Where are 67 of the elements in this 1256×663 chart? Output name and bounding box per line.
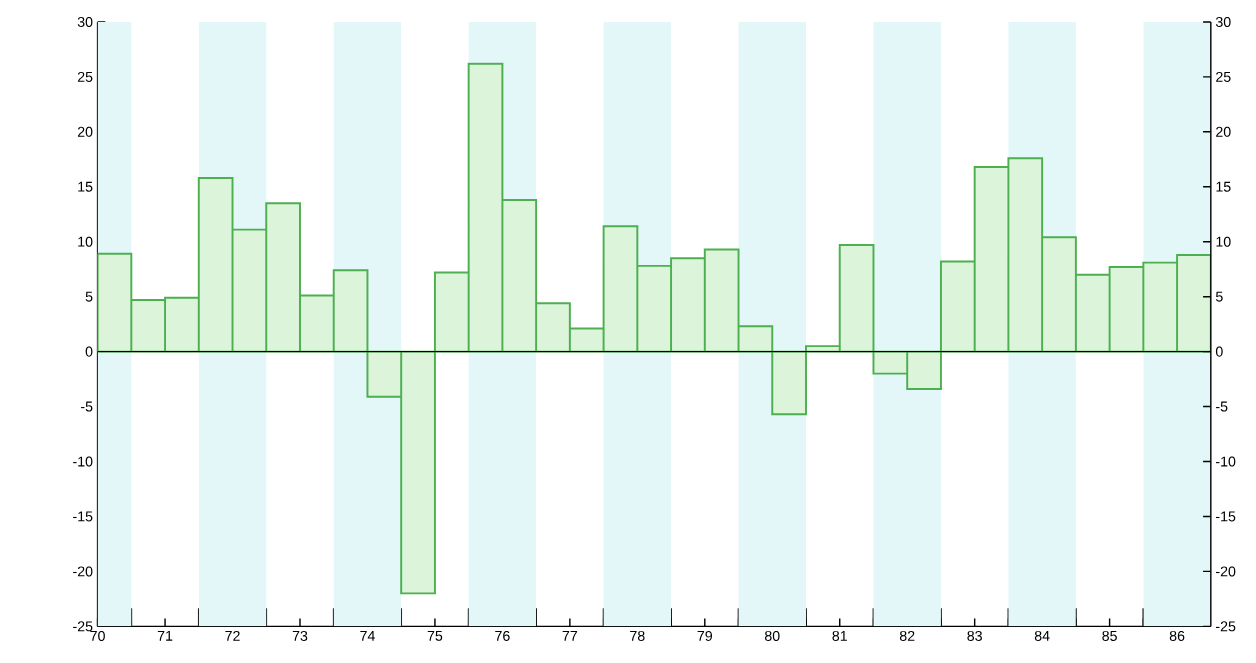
bar	[703, 248, 740, 353]
y-tick-label: 10	[78, 236, 93, 248]
x-tick-label: 83	[967, 631, 982, 642]
y-tick-label: -5	[81, 401, 93, 412]
x-tick-label: 80	[764, 631, 780, 642]
y-tick-label: 5	[85, 291, 93, 302]
bar	[400, 350, 436, 595]
y2-tick-label: 30	[1215, 17, 1231, 28]
x-tick-label: 84	[1034, 631, 1050, 642]
x-tick-label: 85	[1102, 631, 1117, 642]
y2-tick-label: 20	[1216, 127, 1231, 138]
x-tick-label: 74	[360, 631, 375, 641]
y-tick-label: 25	[77, 72, 93, 83]
y-tick-label: 30	[77, 17, 93, 28]
y-tick-label: -25	[73, 621, 93, 632]
bar	[1176, 254, 1211, 353]
bar	[265, 202, 301, 353]
y2-tick-label: 0	[1215, 346, 1223, 357]
bar	[130, 299, 167, 353]
x-tick-label: 77	[562, 631, 578, 641]
x-tick-label: 76	[495, 631, 510, 642]
y-tick-label: 20	[77, 127, 93, 138]
x-tick-label: 81	[832, 631, 847, 642]
bar	[939, 260, 976, 353]
x-tick-label: 73	[292, 631, 308, 642]
y2-tick-label: 15	[1216, 182, 1231, 192]
y2-tick-label: 10	[1216, 236, 1231, 248]
x-tick-label: 82	[899, 631, 915, 642]
bar	[97, 253, 133, 353]
y2-tick-label: -15	[1216, 511, 1236, 522]
bar	[1108, 266, 1145, 353]
y2-tick-label: -25	[1216, 621, 1236, 632]
bar	[602, 225, 639, 353]
bar	[973, 166, 1010, 353]
bar	[501, 199, 538, 353]
y2-tick-label: 5	[1215, 291, 1223, 302]
bar	[299, 294, 335, 353]
y-tick-label: 0	[85, 346, 93, 357]
bar	[636, 265, 673, 353]
bar	[1007, 157, 1044, 353]
y2-tick-label: 25	[1216, 72, 1231, 83]
y-tick-label: -15	[73, 511, 93, 522]
y2-tick-label: -10	[1216, 456, 1236, 467]
x-tick-label: 79	[697, 631, 713, 642]
y-tick-label: -10	[73, 456, 93, 467]
x-tick-label: 70	[90, 631, 105, 642]
bar	[1142, 261, 1179, 353]
bar	[164, 297, 200, 353]
x-tick-label: 72	[225, 631, 240, 642]
x-tick-label: 86	[1169, 631, 1185, 642]
bar	[1041, 236, 1077, 353]
bar	[433, 271, 470, 353]
x-tick-label: 71	[157, 631, 173, 641]
bar	[670, 257, 706, 353]
y-tick-label: -20	[73, 566, 93, 577]
x-tick-label: 78	[630, 631, 645, 642]
bar	[838, 244, 875, 353]
x-tick-label: 75	[427, 631, 443, 642]
bar	[771, 350, 807, 416]
bar	[1074, 273, 1111, 353]
y2-tick-label: -5	[1216, 401, 1228, 412]
y2-tick-label: -20	[1216, 566, 1236, 577]
bar	[535, 302, 571, 353]
bar	[332, 269, 369, 353]
bar	[366, 350, 403, 398]
y-tick-label: 15	[78, 182, 93, 192]
bar	[467, 62, 504, 353]
